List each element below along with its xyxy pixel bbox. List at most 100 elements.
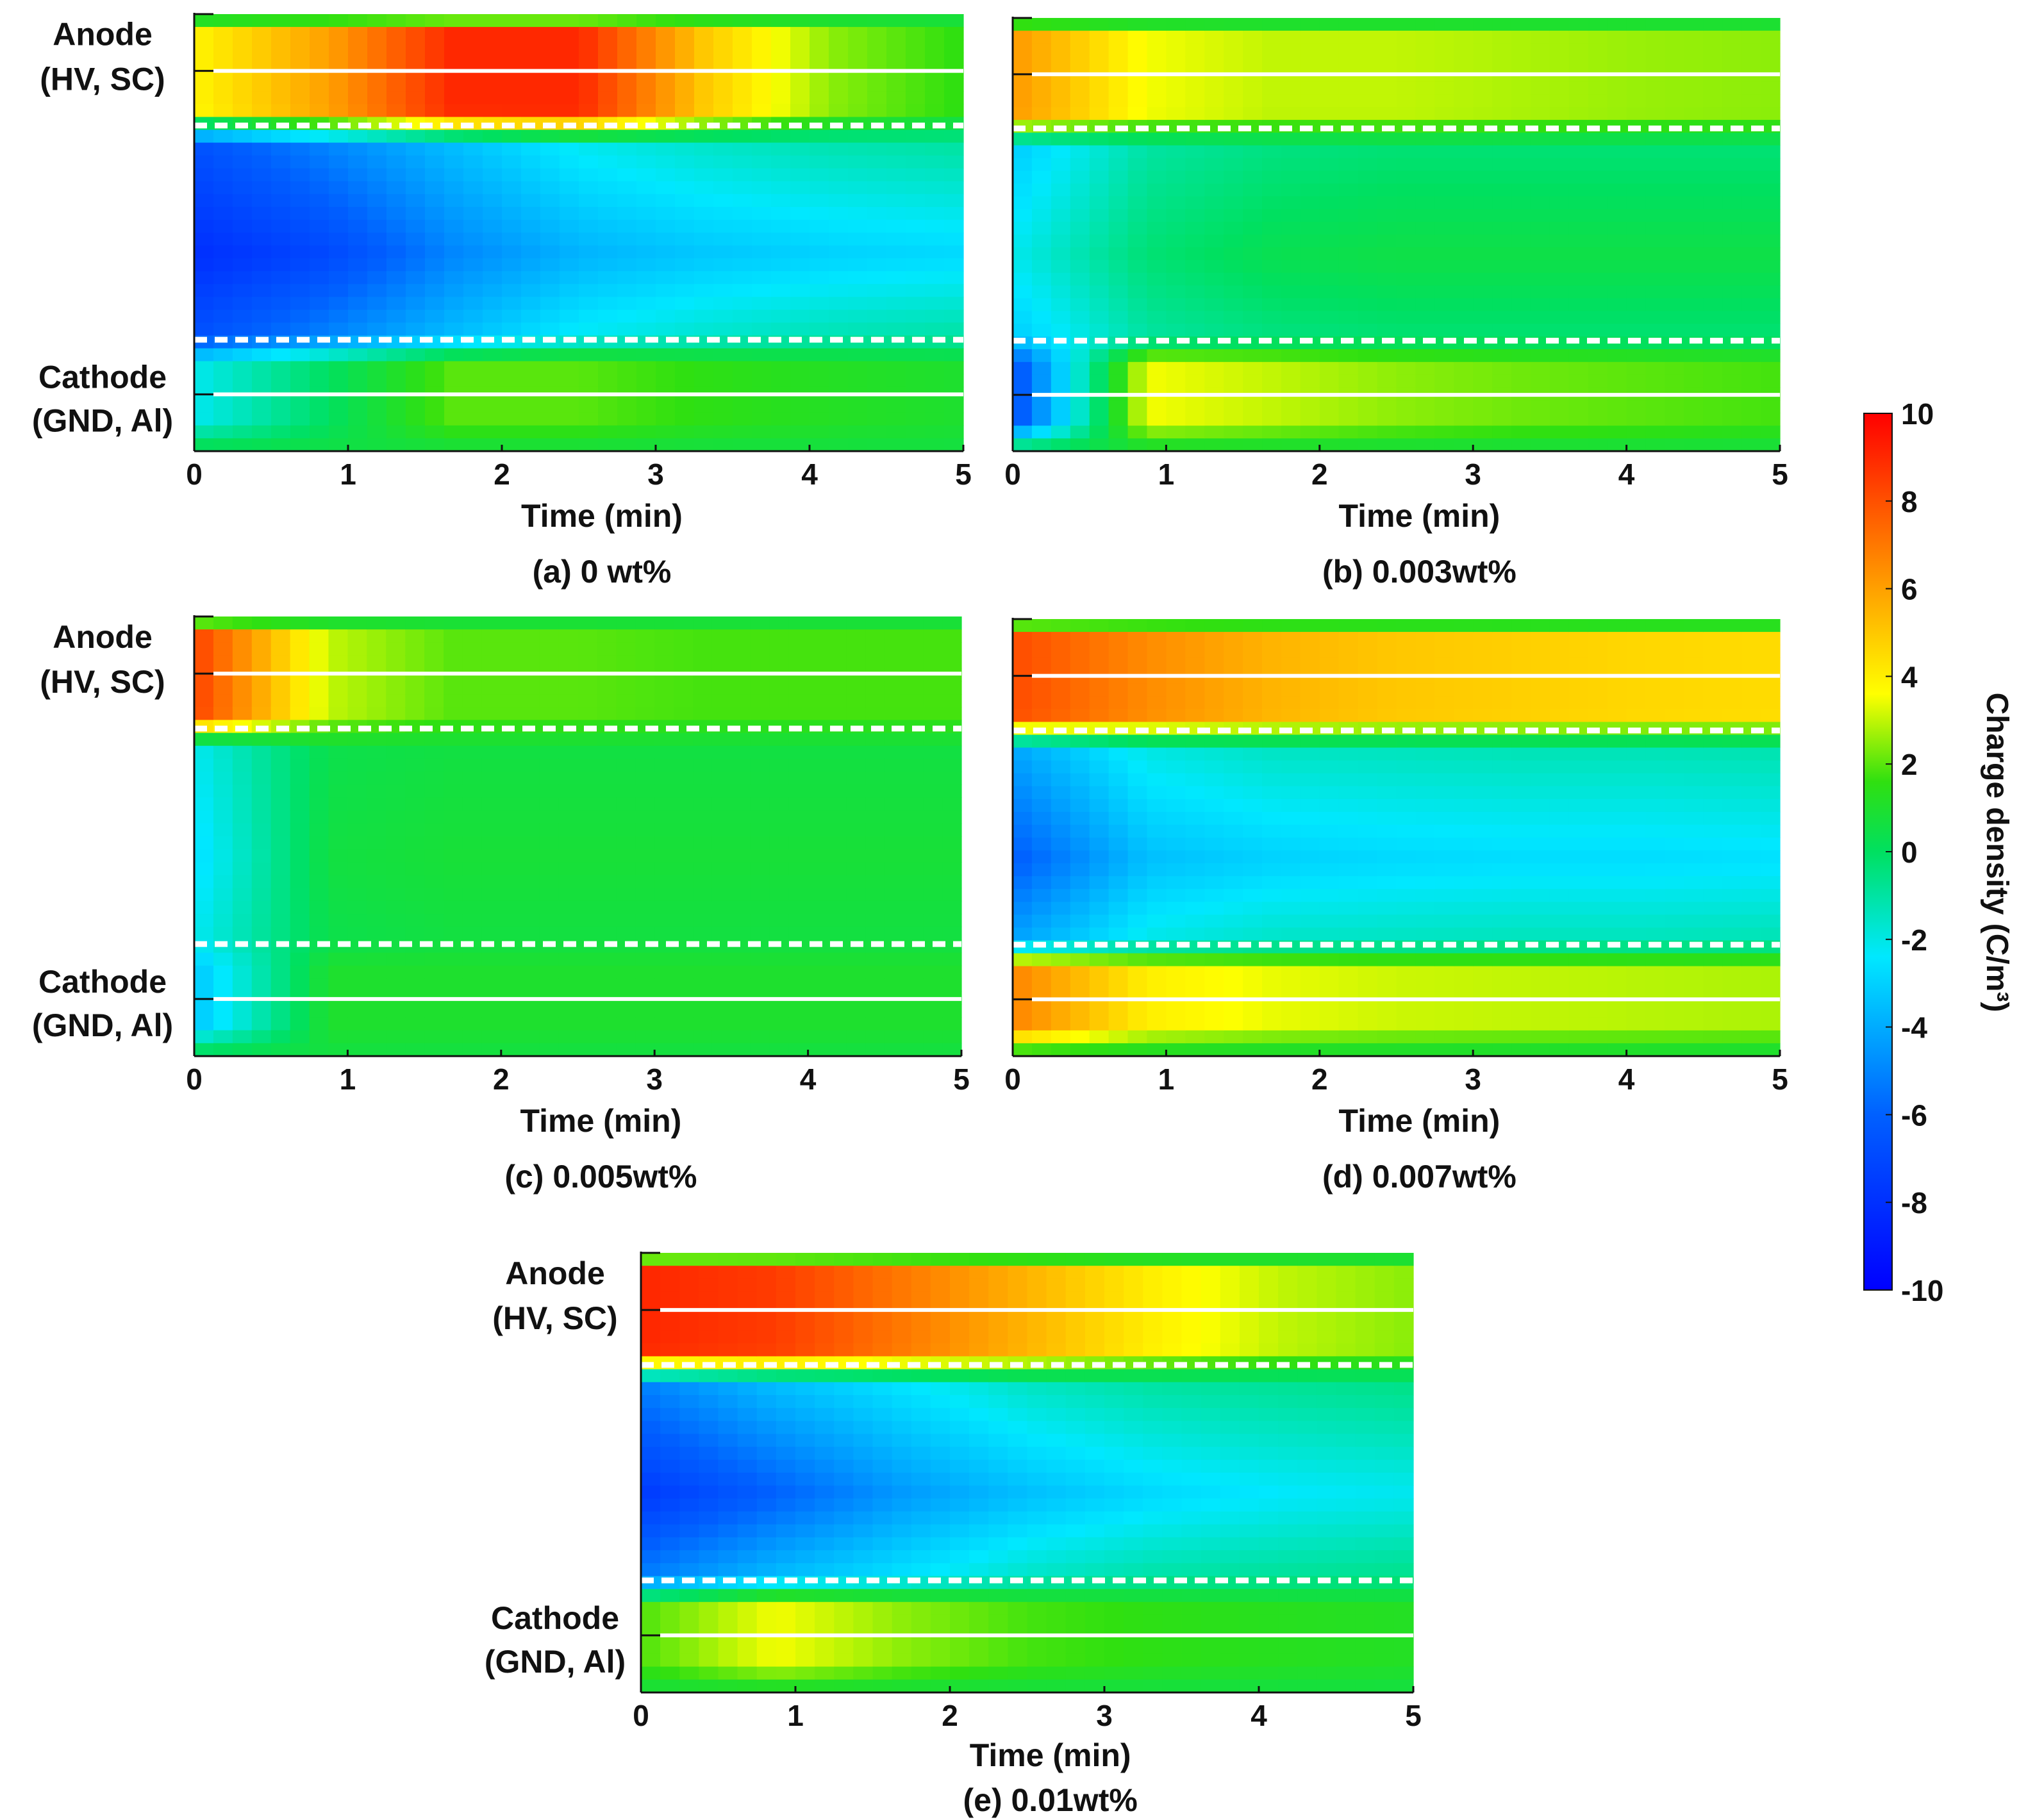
heatmap-cell — [251, 927, 272, 941]
cathode-label: Cathode — [38, 964, 167, 1000]
heatmap-cell — [635, 681, 655, 695]
heatmap-cell — [1166, 196, 1186, 210]
heatmap-cell — [1568, 81, 1589, 95]
heatmap-cell — [788, 875, 809, 889]
heatmap-cell — [1377, 30, 1397, 44]
heatmap-cell — [1665, 132, 1684, 146]
heatmap-cell — [693, 1043, 713, 1057]
heatmap-cell — [865, 823, 885, 837]
heatmap-cell — [790, 361, 810, 375]
heatmap-cell — [1013, 773, 1033, 787]
heatmap-cell — [444, 245, 464, 259]
heatmap-cell — [1300, 18, 1320, 31]
heatmap-cell — [1262, 298, 1282, 311]
heatmap-cell — [1185, 824, 1205, 838]
heatmap-cell — [1454, 400, 1474, 413]
heatmap-cell — [1300, 619, 1320, 633]
heatmap-cell — [1070, 413, 1090, 426]
heatmap-cell — [290, 758, 310, 772]
heatmap-cell — [1300, 349, 1320, 363]
heatmap-cell — [886, 104, 906, 118]
heatmap-cell — [1070, 966, 1090, 980]
heatmap-cell — [1243, 285, 1263, 299]
heatmap-cell — [1665, 158, 1684, 172]
heatmap-cell — [1127, 1043, 1148, 1057]
heatmap-cell — [271, 374, 291, 388]
heatmap-cell — [1703, 43, 1723, 57]
heatmap-cell — [1358, 209, 1378, 222]
heatmap-cell — [906, 194, 926, 208]
heatmap-cell — [481, 810, 502, 824]
heatmap-cell — [444, 772, 463, 785]
heatmap-cell — [1588, 413, 1608, 426]
heatmap-cell — [310, 284, 329, 297]
heatmap-cell — [1377, 18, 1397, 31]
heatmap-cell — [942, 914, 962, 927]
heatmap-cell — [444, 194, 464, 208]
heatmap-cell — [1396, 247, 1417, 261]
heatmap-cell — [1722, 158, 1742, 172]
heatmap-cell — [1127, 311, 1148, 324]
heatmap-cell — [904, 772, 924, 785]
heatmap-cell — [829, 399, 849, 413]
heatmap-cell — [329, 78, 349, 92]
heatmap-cell — [1645, 209, 1666, 222]
heatmap-cell — [1626, 260, 1647, 274]
heatmap-cell — [1031, 183, 1052, 197]
heatmap-cell — [733, 361, 752, 375]
heatmap-cell — [597, 900, 617, 914]
heatmap-cell — [617, 129, 637, 144]
heatmap-cell — [1185, 850, 1205, 864]
heatmap-cell — [1741, 235, 1761, 248]
heatmap-cell — [752, 245, 772, 259]
heatmap-cell — [790, 425, 810, 439]
heatmap-cell — [635, 772, 655, 785]
heatmap-cell — [444, 1004, 463, 1018]
heatmap-cell — [733, 53, 752, 66]
heatmap-cell — [808, 655, 828, 669]
heatmap-cell — [1319, 863, 1340, 877]
heatmap-cell — [501, 965, 521, 979]
heatmap-cell — [1434, 132, 1454, 146]
heatmap-cell — [290, 823, 310, 837]
heatmap-cell — [483, 27, 503, 40]
heatmap-cell — [1262, 902, 1282, 915]
heatmap-cell — [1127, 927, 1148, 941]
heatmap-cell — [1434, 18, 1454, 31]
heatmap-cell — [1089, 235, 1109, 248]
heatmap-cell — [808, 965, 828, 979]
heatmap-cell — [424, 642, 444, 656]
heatmap-cell — [827, 900, 847, 914]
heatmap-cell — [808, 849, 828, 863]
heatmap-cell — [232, 875, 253, 889]
heatmap-cell — [251, 681, 272, 695]
heatmap-cell — [942, 797, 962, 811]
heatmap-cell — [1031, 81, 1052, 95]
heatmap-cell — [232, 952, 253, 966]
heatmap-cell — [539, 784, 560, 798]
heatmap-cell — [635, 784, 655, 798]
heatmap-cell — [617, 245, 637, 259]
heatmap-cell — [846, 797, 866, 811]
heatmap-cell — [1454, 747, 1474, 761]
heatmap-cell — [1377, 658, 1397, 671]
heatmap-cell — [462, 888, 483, 902]
heatmap-cell — [540, 91, 560, 105]
heatmap-cell — [463, 206, 483, 220]
heatmap-cell — [1185, 81, 1205, 95]
heatmap-cell — [810, 233, 829, 246]
heatmap-cell — [808, 732, 828, 747]
heatmap-cell — [1319, 632, 1340, 645]
heatmap-cell — [1549, 349, 1570, 363]
heatmap-cell — [233, 322, 253, 336]
heatmap-cell — [713, 181, 733, 195]
heatmap-cell — [886, 245, 906, 259]
heatmap-cell — [521, 206, 541, 220]
heatmap-cell — [521, 219, 541, 233]
heatmap-cell — [194, 655, 214, 669]
heatmap-cell — [1549, 56, 1570, 70]
heatmap-cell — [481, 758, 502, 772]
heatmap-cell — [886, 322, 906, 336]
heatmap-cell — [675, 361, 695, 375]
heatmap-cell — [251, 732, 272, 747]
